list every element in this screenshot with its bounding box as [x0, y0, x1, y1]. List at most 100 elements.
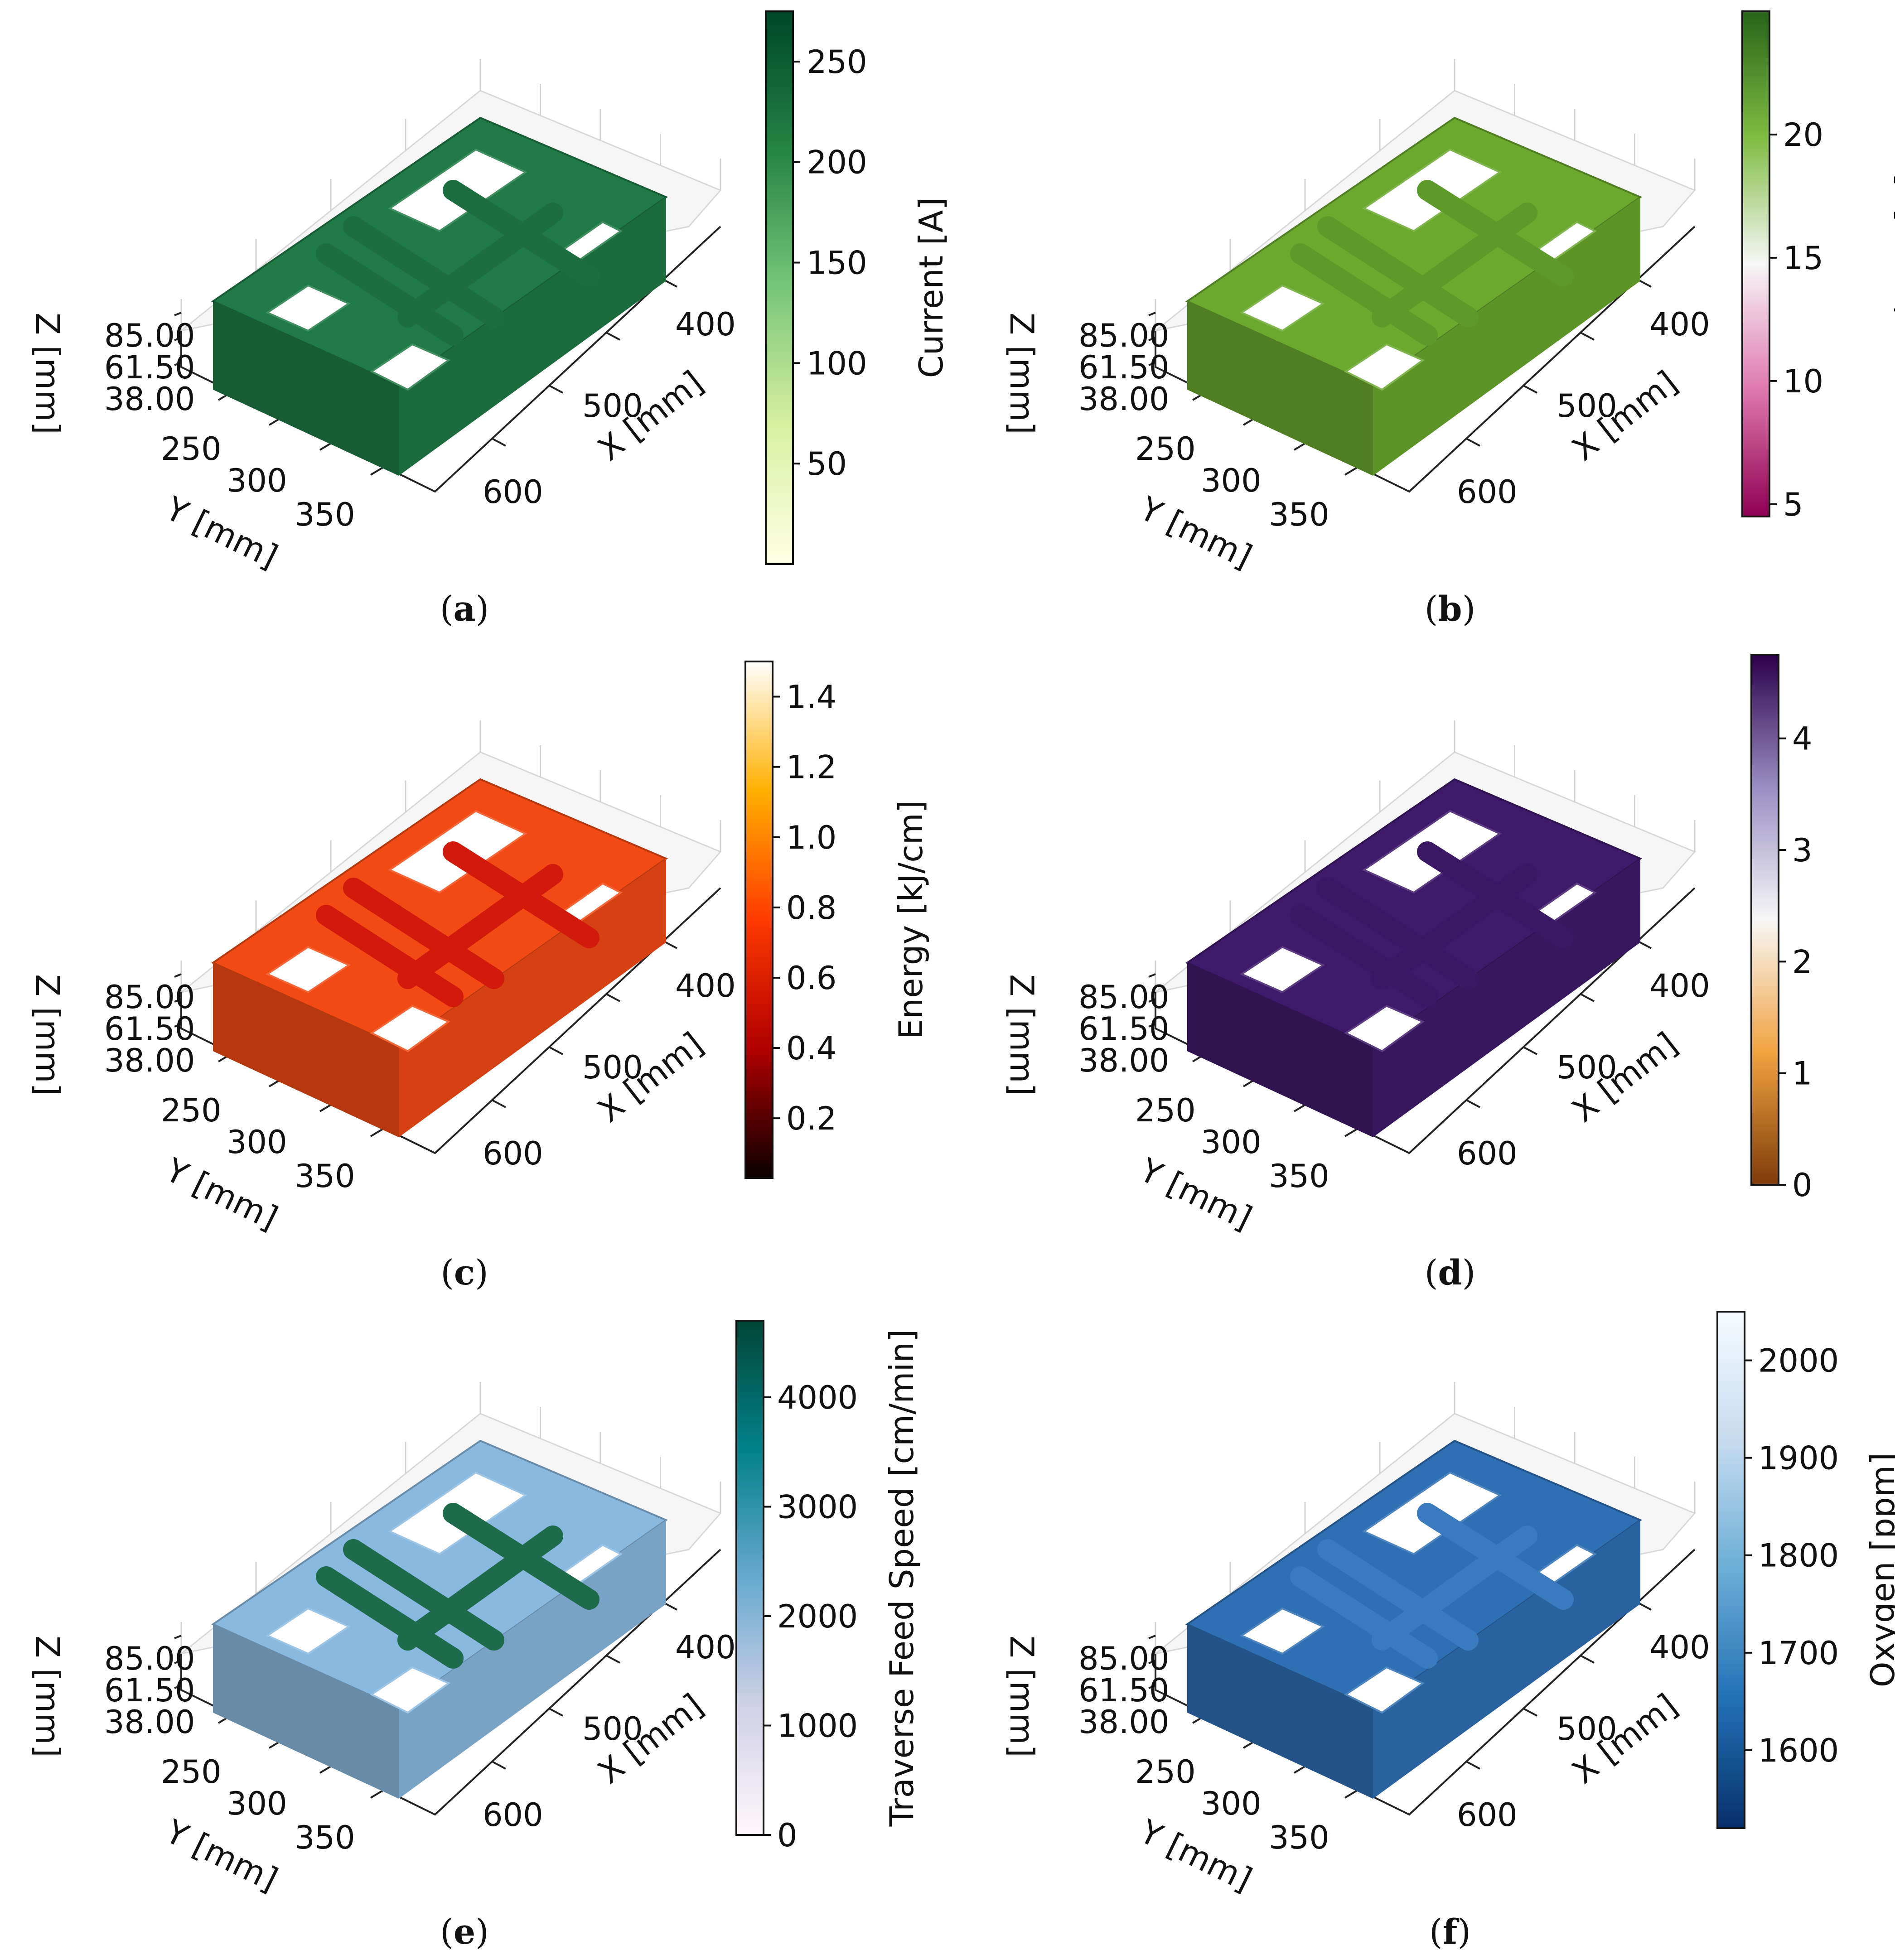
part-inner-wall [1317, 1539, 1479, 1651]
y-tick-label: 250 [161, 430, 222, 468]
x-tick-label: 600 [483, 473, 543, 511]
colorbar-tick-label: 2000 [777, 1598, 858, 1635]
colorbar-gradient [1750, 654, 1779, 1186]
caption-open-paren: ( [1425, 589, 1438, 629]
x-tick-label: 500 [1557, 387, 1617, 425]
x-tick-label: 400 [1649, 967, 1710, 1004]
z-axis-title: Z [mm] [1003, 974, 1041, 1096]
x-tick-label: 600 [1457, 1796, 1518, 1834]
z-tick-label: 38.00 [104, 1042, 195, 1079]
z-axis-title: Z [mm] [29, 974, 67, 1096]
caption-open-paren: ( [440, 1912, 454, 1952]
x-tick-label: 400 [1649, 306, 1710, 343]
colorbar-tick-label: 0 [777, 1817, 798, 1854]
colorbar-tick-label: 2000 [1758, 1342, 1839, 1380]
z-tick-label: 61.50 [1078, 1010, 1169, 1048]
part-right-face [1373, 197, 1640, 476]
z-tick-label: 85.00 [104, 317, 195, 354]
z-tick-mark [1148, 998, 1156, 1003]
part-opening [370, 1666, 451, 1714]
colorbar-tick-label: 1900 [1758, 1440, 1839, 1477]
part-inner-wall [1317, 216, 1479, 328]
y-tick-label: 300 [227, 462, 287, 499]
colorbar-tick-label: 4 [1792, 720, 1813, 758]
y-axis-title: Y [mm] [1134, 1150, 1258, 1237]
part-inner-wall [397, 203, 563, 328]
y-tick-label: 350 [295, 1819, 355, 1856]
z-axis-title: Z [mm] [29, 1636, 67, 1757]
caption-close-paren: ) [475, 1252, 488, 1293]
y-tick-label: 300 [227, 1785, 287, 1822]
z-tick-label: 85.00 [1078, 979, 1169, 1016]
part-inner-wall [1290, 905, 1438, 1007]
panel-caption: (b) [1425, 589, 1475, 629]
y-tick-label: 300 [1201, 1124, 1262, 1161]
colorbar-tick-label: 1.4 [786, 679, 836, 716]
y-tick-mark [1344, 1789, 1359, 1799]
colorbar-gradient [1741, 10, 1770, 517]
part-opening [1239, 1607, 1325, 1655]
part-inner-wall [397, 1526, 563, 1651]
y-axis-title: Y [mm] [160, 1812, 284, 1898]
colorbar-title: Traverse Feed Speed [cm/min] [883, 1329, 921, 1827]
y-tick-label: 250 [161, 1092, 222, 1129]
x-tick-mark [1466, 1761, 1480, 1770]
colorbar-tick-label: 1800 [1758, 1537, 1839, 1574]
part-opening [370, 343, 451, 391]
x-tick-label: 500 [1557, 1049, 1617, 1086]
colorbar-tick-label: 0.6 [786, 960, 836, 997]
part-inner-wall [1317, 878, 1479, 989]
colorbar-tick-label: 0.4 [786, 1030, 836, 1067]
x-tick-mark [549, 1046, 563, 1055]
colorbar-title: Energy [kJ/cm] [892, 800, 930, 1039]
z-tick-label: 38.00 [1078, 1042, 1169, 1079]
x-tick-mark [1466, 1099, 1480, 1108]
part-opening [1344, 1004, 1425, 1052]
part-inner-wall [1372, 203, 1537, 328]
y-tick-label: 300 [1201, 1785, 1262, 1822]
caption-open-paren: ( [1429, 1912, 1443, 1952]
part-inner-wall [1290, 243, 1438, 346]
part-opening [1344, 1666, 1425, 1714]
caption-letter: c [454, 1252, 475, 1293]
colorbar-tick-label: 1700 [1758, 1635, 1839, 1672]
part-inner-wall [316, 243, 464, 346]
x-tick-mark [492, 438, 506, 447]
x-tick-label: 600 [1457, 1135, 1518, 1172]
panel-caption: (a) [440, 589, 489, 629]
x-tick-label: 600 [483, 1796, 543, 1834]
colorbar-tick-label: 2 [1792, 943, 1813, 980]
z-tick-label: 85.00 [1078, 1640, 1169, 1677]
panel-caption: (c) [440, 1252, 488, 1293]
colorbar-tick-label: 3000 [777, 1489, 858, 1526]
x-tick-mark [606, 993, 620, 1002]
caption-letter: a [453, 589, 475, 629]
part-front-face [213, 301, 399, 476]
colorbar-tick-label: 250 [807, 43, 867, 81]
caption-close-paren: ) [1457, 1912, 1471, 1952]
y-axis-title: Y [mm] [1134, 489, 1258, 575]
y-tick-label: 350 [1269, 1819, 1329, 1856]
x-tick-label: 600 [1457, 473, 1518, 511]
caption-close-paren: ) [475, 1912, 489, 1952]
z-tick-mark [174, 362, 182, 366]
y-tick-label: 250 [1135, 1092, 1196, 1129]
colorbar-tick-label: 0.2 [786, 1100, 836, 1137]
x-tick-mark [1466, 438, 1480, 447]
part-front-face [213, 963, 399, 1137]
x-tick-label: 400 [675, 967, 736, 1004]
z-tick-mark [174, 1685, 182, 1689]
colorbar-tick-label: 20 [1783, 116, 1823, 154]
part-right-face [399, 1520, 666, 1799]
part-opening [1344, 343, 1425, 391]
caption-letter: d [1438, 1252, 1462, 1293]
colorbar-tick-label: 50 [807, 445, 847, 483]
z-tick-mark [174, 998, 182, 1003]
z-tick-label: 61.50 [104, 349, 195, 386]
colorbar-tick-label: 0 [1792, 1167, 1813, 1204]
x-tick-mark [606, 332, 620, 341]
